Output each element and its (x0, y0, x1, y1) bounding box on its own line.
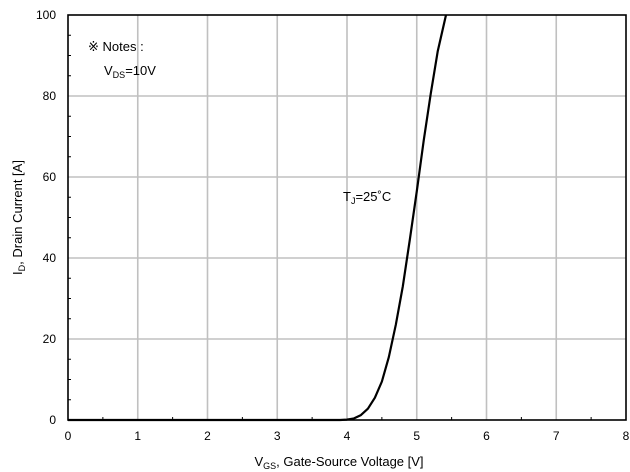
x-tick-label: 7 (553, 429, 560, 443)
x-axis-label: VGS, Gate-Source Voltage [V] (254, 454, 423, 471)
y-tick-label: 0 (49, 413, 56, 427)
y-tick-label: 20 (43, 332, 57, 346)
y-tick-label: 40 (43, 251, 57, 265)
x-tick-label: 1 (134, 429, 141, 443)
curve-annotation: TJ=25˚C (343, 189, 391, 206)
x-tick-label: 2 (204, 429, 211, 443)
x-tick-label: 8 (623, 429, 630, 443)
y-tick-label: 80 (43, 89, 57, 103)
y-axis-label: ID, Drain Current [A] (10, 160, 27, 275)
y-tick-label: 60 (43, 170, 57, 184)
x-tick-label: 4 (344, 429, 351, 443)
x-tick-label: 5 (413, 429, 420, 443)
x-tick-label: 0 (65, 429, 72, 443)
series-line-0 (68, 14, 448, 422)
x-tick-label: 3 (274, 429, 281, 443)
notes-condition: VDS=10V (104, 63, 156, 80)
y-tick-label: 100 (36, 8, 56, 22)
notes-title: ※ Notes : (88, 39, 144, 54)
x-tick-label: 6 (483, 429, 490, 443)
